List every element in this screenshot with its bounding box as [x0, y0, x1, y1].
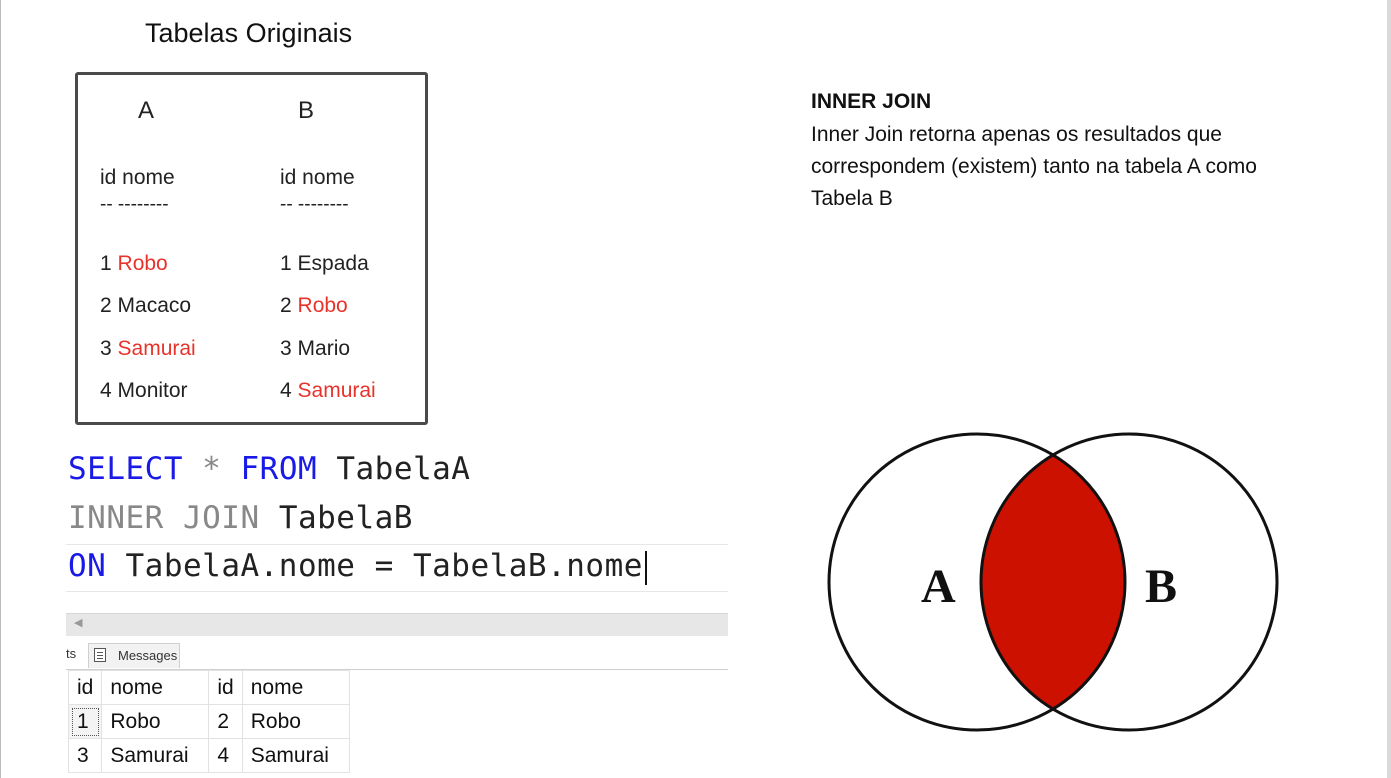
row-name: Macaco — [118, 294, 192, 317]
table-a-row: 3 Samurai — [100, 337, 196, 361]
venn-label-b: B — [1145, 560, 1177, 613]
grid-cell[interactable]: Samurai — [102, 739, 209, 773]
tab-messages-label: Messages — [118, 648, 177, 663]
original-tables-box — [75, 72, 428, 425]
table-b-columns: id nome — [280, 166, 355, 190]
sql-expression: TabelaA.nome = TabelaB.nome — [126, 548, 643, 584]
table-b-separator: -- -------- — [280, 194, 349, 216]
grid-cell[interactable]: 1 — [69, 705, 102, 739]
row-name: Robo — [118, 252, 168, 275]
row-name: Espada — [298, 252, 369, 275]
column-header[interactable]: nome — [242, 671, 349, 705]
venn-label-a: A — [921, 560, 956, 613]
table-a-row: 4 Monitor — [100, 379, 188, 403]
sql-line-2[interactable]: INNER JOIN TabelaB — [68, 500, 413, 536]
sql-keyword: INNER JOIN — [68, 500, 260, 536]
messages-icon — [94, 648, 106, 662]
table-a-separator: -- -------- — [100, 194, 169, 216]
grid-header-row: id nome id nome — [69, 671, 350, 705]
right-border — [1387, 0, 1391, 778]
table-row: 3 Samurai 4 Samurai — [69, 739, 350, 773]
scroll-left-icon[interactable]: ◀ — [74, 616, 82, 629]
column-header[interactable]: id — [209, 671, 242, 705]
sql-table: TabelaA — [336, 451, 470, 487]
grid-cell[interactable]: Robo — [102, 705, 209, 739]
grid-cell[interactable]: 2 — [209, 705, 242, 739]
table-b-row: 3 Mario — [280, 337, 350, 361]
sql-line-1[interactable]: SELECT * FROM TabelaA — [68, 451, 470, 487]
page-title: Tabelas Originais — [145, 18, 352, 49]
horizontal-scrollbar[interactable] — [66, 613, 728, 636]
sql-operator: * — [202, 451, 221, 487]
row-name: Monitor — [118, 379, 188, 402]
table-a-row: 1 Robo — [100, 252, 168, 276]
results-grid: id nome id nome 1 Robo 2 Robo 3 Samurai … — [68, 670, 350, 773]
sql-keyword: ON — [68, 548, 106, 584]
sql-keyword: SELECT — [68, 451, 183, 487]
table-a-row: 2 Macaco — [100, 294, 191, 318]
column-header[interactable]: nome — [102, 671, 209, 705]
row-name: Robo — [298, 294, 348, 317]
tab-results[interactable]: ts — [66, 646, 76, 661]
venn-diagram: A B — [825, 432, 1295, 742]
table-b-header: B — [298, 97, 314, 125]
row-id: 2 — [280, 294, 292, 317]
row-id: 3 — [280, 337, 292, 360]
table-a-columns: id nome — [100, 166, 175, 190]
row-id: 1 — [280, 252, 292, 275]
sql-keyword: FROM — [241, 451, 318, 487]
row-id: 1 — [100, 252, 112, 275]
sql-line-3[interactable]: ON TabelaA.nome = TabelaB.nome — [68, 548, 647, 585]
table-b-row: 2 Robo — [280, 294, 348, 318]
table-b-row: 1 Espada — [280, 252, 369, 276]
inner-join-description: Inner Join retorna apenas os resultados … — [811, 119, 1291, 215]
table-b-row: 4 Samurai — [280, 379, 376, 403]
grid-cell[interactable]: 4 — [209, 739, 242, 773]
row-id: 4 — [100, 379, 112, 402]
grid-cell[interactable]: 3 — [69, 739, 102, 773]
row-name: Samurai — [298, 379, 376, 402]
row-name: Samurai — [118, 337, 196, 360]
sql-table: TabelaB — [279, 500, 413, 536]
grid-cell[interactable]: Robo — [242, 705, 349, 739]
text-caret — [645, 551, 647, 585]
inner-join-title: INNER JOIN — [811, 90, 931, 114]
left-border — [0, 0, 1, 778]
grid-cell[interactable]: Samurai — [242, 739, 349, 773]
row-id: 3 — [100, 337, 112, 360]
table-row: 1 Robo 2 Robo — [69, 705, 350, 739]
row-name: Mario — [298, 337, 351, 360]
table-a-header: A — [138, 97, 154, 125]
column-header[interactable]: id — [69, 671, 102, 705]
row-id: 4 — [280, 379, 292, 402]
row-id: 2 — [100, 294, 112, 317]
